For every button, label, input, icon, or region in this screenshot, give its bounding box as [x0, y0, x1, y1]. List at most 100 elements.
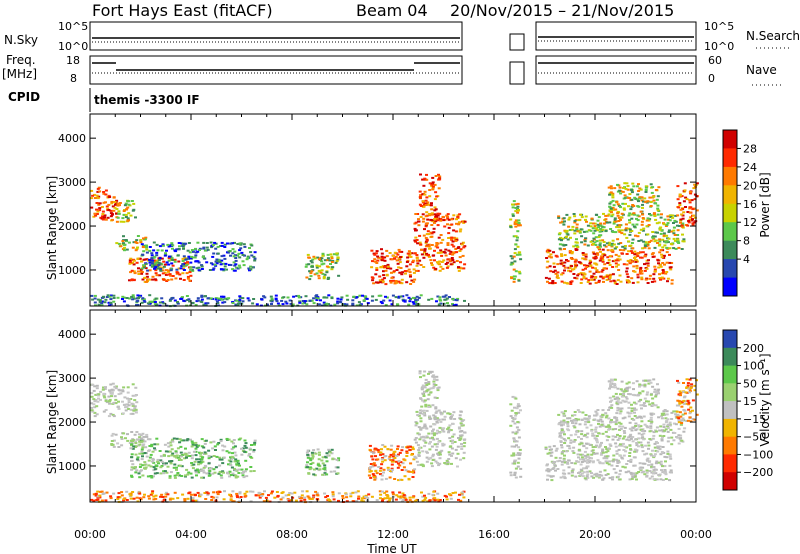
power-cell — [131, 209, 135, 212]
power-cell — [238, 295, 242, 298]
power-cell — [616, 259, 620, 262]
power-cell — [438, 175, 442, 178]
power-cell — [407, 268, 411, 271]
velocity-cell — [134, 446, 137, 448]
velocity-cell — [672, 439, 676, 442]
velocity-cell — [191, 467, 195, 470]
velocity-cell — [423, 494, 426, 497]
velocity-cell — [590, 453, 594, 456]
velocity-cell — [566, 421, 570, 423]
velocity-cell — [668, 453, 672, 456]
velocity-cell — [208, 467, 212, 470]
power-cell — [557, 215, 561, 218]
power-cell — [92, 215, 96, 218]
power-cell — [567, 269, 571, 272]
velocity-cell — [257, 494, 261, 497]
velocity-cell — [668, 455, 672, 458]
velocity-cell — [688, 412, 692, 415]
velocity-cell — [660, 415, 663, 418]
power-cell — [395, 269, 399, 271]
power-cell — [142, 244, 145, 247]
power-cell — [682, 200, 686, 203]
power-cell — [515, 239, 519, 242]
power-cell — [515, 222, 519, 225]
power-cell — [145, 248, 149, 251]
freq-tick-bottom: 8 — [70, 72, 77, 85]
nave-tick-bottom: 0 — [708, 72, 715, 85]
power-cell — [560, 280, 564, 283]
power-cell — [284, 300, 288, 303]
power-cell — [664, 225, 668, 227]
velocity-cell — [135, 431, 139, 433]
velocity-cell — [674, 423, 678, 426]
power-cell — [221, 301, 225, 304]
velocity-cell — [318, 453, 321, 456]
velocity-cell — [666, 440, 670, 443]
velocity-cell — [190, 440, 194, 443]
velocity-cell — [129, 447, 133, 450]
velocity-cell — [619, 443, 622, 446]
power-cell — [617, 269, 621, 271]
power-cell — [589, 225, 593, 228]
power-cell — [186, 277, 190, 280]
power-cell — [561, 272, 565, 275]
velocity-cell — [437, 464, 441, 467]
velocity-cell — [352, 500, 356, 503]
velocity-cell — [372, 462, 376, 465]
power-cell — [444, 294, 448, 297]
power-cell — [422, 201, 425, 204]
velocity-cell — [562, 438, 566, 441]
velocity-cell — [615, 412, 619, 415]
power-cell — [652, 212, 656, 215]
power-cell — [668, 261, 672, 264]
power-cell — [298, 300, 302, 303]
velocity-cell — [462, 445, 466, 448]
velocity-cell — [678, 390, 682, 393]
power-cell — [107, 209, 111, 211]
power-cell — [117, 242, 121, 245]
power-cell — [95, 213, 99, 215]
power-cell — [609, 201, 613, 204]
velocity-cell — [108, 390, 112, 393]
velocity-cell — [605, 448, 609, 450]
power-cell — [561, 261, 565, 264]
power-cell — [187, 257, 190, 260]
velocity-cell — [615, 402, 619, 405]
velocity-cell — [625, 438, 629, 441]
power-cell — [422, 256, 426, 259]
velocity-cell — [637, 471, 641, 473]
power-cell — [148, 300, 152, 303]
velocity-cell — [412, 495, 416, 498]
velocity-cell — [645, 471, 649, 474]
power-cell — [247, 267, 251, 270]
power-cell — [596, 246, 600, 249]
power-cell — [102, 201, 106, 204]
velocity-cell — [170, 454, 174, 457]
power-cell — [100, 302, 104, 305]
power-cell — [509, 263, 513, 266]
velocity-cell — [137, 433, 141, 436]
power-cell — [439, 219, 443, 222]
velocity-cell — [445, 459, 449, 462]
power-cell — [561, 220, 565, 223]
velocity-cell — [577, 418, 580, 421]
velocity-cell — [435, 445, 439, 448]
power-cell — [451, 303, 454, 305]
velocity-cell — [641, 462, 645, 465]
power-cell — [682, 211, 686, 214]
velocity-cell — [337, 457, 341, 460]
velocity-cell — [432, 434, 436, 437]
power-cell — [208, 269, 212, 271]
velocity-cell — [146, 438, 150, 441]
velocity-cell — [678, 402, 682, 405]
power-cell — [98, 202, 102, 205]
power-cell — [438, 177, 442, 180]
power-cell — [127, 212, 131, 215]
velocity-cell — [459, 458, 462, 461]
velocity-cell — [605, 414, 609, 417]
velocity-cell — [408, 445, 412, 448]
power-cell — [154, 269, 158, 272]
power-cell — [429, 259, 433, 262]
power-cell — [447, 218, 451, 221]
power-cell — [236, 304, 240, 307]
